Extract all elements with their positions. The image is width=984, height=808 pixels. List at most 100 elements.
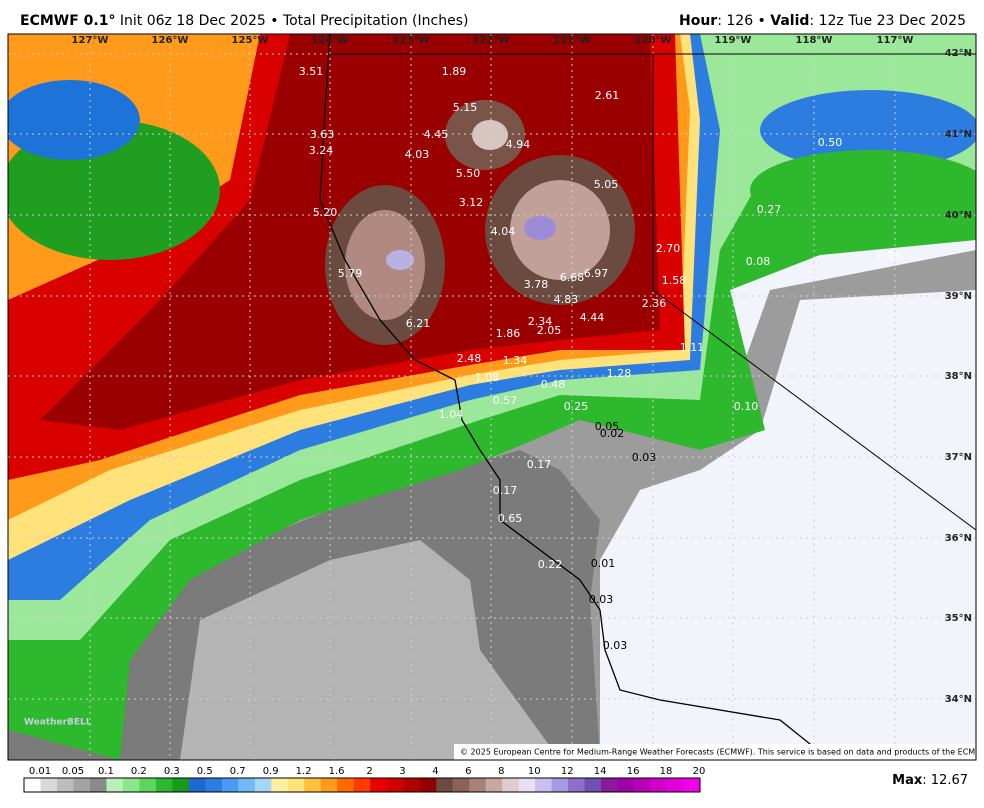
point-value: 2.05 [537, 324, 562, 337]
point-value: 0.17 [493, 484, 518, 497]
colorbar-label: 10 [528, 766, 541, 777]
point-value: 0.03 [632, 451, 657, 464]
point-value: 2.36 [642, 297, 667, 310]
point-value: 0.01 [591, 557, 616, 570]
map-frame [7, 33, 977, 761]
lon-label: 124°W [312, 35, 349, 46]
point-value: 4.44 [580, 311, 605, 324]
colorbar-swatch [617, 778, 635, 792]
max: Max: 12.67 [892, 773, 968, 788]
map: © 2025 European Centre for Medium-Range … [8, 34, 976, 760]
colorbar-swatch [155, 778, 173, 792]
colorbar-swatch [502, 778, 520, 792]
point-value: 2.48 [457, 352, 482, 365]
colorbar-swatch [650, 778, 668, 792]
point-value: 2.61 [595, 89, 620, 102]
point-value: 3.78 [524, 278, 549, 291]
lat-label: 34°N [945, 694, 972, 705]
point-value: 1.58 [662, 274, 687, 287]
point-value: 1.86 [496, 327, 521, 340]
point-value: 0.25 [564, 400, 589, 413]
colorbar-swatch [254, 778, 272, 792]
colorbar-swatch [485, 778, 503, 792]
valid-label: Valid [770, 13, 809, 29]
point-value: 1.89 [442, 65, 467, 78]
colorbar-swatch [122, 778, 140, 792]
colorbar-label: 1.6 [329, 766, 345, 777]
colorbar-swatch [188, 778, 206, 792]
point-value: 5.79 [338, 267, 363, 280]
point-value: 3.24 [309, 144, 334, 157]
colorbar-label: 0.7 [230, 766, 246, 777]
lat-label: 42°N [945, 48, 972, 59]
colorbar-label: 20 [693, 766, 706, 777]
point-value: 0.65 [498, 512, 523, 525]
colorbar-label: 4 [432, 766, 438, 777]
colorbar-label: 0.1 [98, 766, 114, 777]
header-left: ECMWF 0.1° Init 06z 18 Dec 2025 • Total … [20, 13, 468, 29]
point-value: 1.34 [503, 354, 528, 367]
point-value: 3.51 [299, 65, 324, 78]
lat-label: 36°N [945, 533, 972, 544]
lat-label: 38°N [945, 371, 972, 382]
lon-label: 117°W [877, 35, 914, 46]
colorbar-swatch [551, 778, 569, 792]
point-value: 4.04 [491, 225, 516, 238]
colorbar-swatch [40, 778, 58, 792]
colorbar-swatch [452, 778, 470, 792]
point-value: 0.05 [595, 420, 620, 433]
logo: WeatherBELL [24, 718, 92, 728]
colorbar-swatch [56, 778, 74, 792]
colorbar-swatch [205, 778, 223, 792]
lat-label: 40°N [945, 210, 972, 221]
lon-label: 119°W [715, 35, 752, 46]
lon-label: 127°W [72, 35, 109, 46]
colorbar-swatch [287, 778, 305, 792]
point-value: 1.04 [439, 408, 464, 421]
lat-label: 37°N [945, 452, 972, 463]
colorbar-swatch [667, 778, 685, 792]
lon-label: 118°W [796, 35, 833, 46]
colorbar-swatch [139, 778, 157, 792]
colorbar-swatch [337, 778, 355, 792]
colorbar-swatch [683, 778, 701, 792]
point-value: 5.20 [313, 206, 338, 219]
lon-label: 120°W [635, 35, 672, 46]
colorbar-label: 0.9 [263, 766, 279, 777]
point-value: 0.22 [538, 558, 563, 571]
colorbar-label: 12 [561, 766, 574, 777]
colorbar-swatch [271, 778, 289, 792]
point-value: 0.27 [757, 203, 782, 216]
point-value: 0.14 [877, 249, 902, 262]
colorbar-label: 8 [498, 766, 504, 777]
colorbar-swatch [535, 778, 553, 792]
colorbar-label: 16 [627, 766, 640, 777]
point-value: 3.12 [459, 196, 484, 209]
header-right: Hour: 126 • Valid: 12z Tue 23 Dec 2025 [679, 13, 966, 29]
colorbar-swatch [89, 778, 107, 792]
colorbar-swatch [370, 778, 388, 792]
colorbar-swatch [601, 778, 619, 792]
colorbar-swatch [568, 778, 586, 792]
point-value: 0.17 [527, 458, 552, 471]
point-value: 6.97 [584, 267, 609, 280]
lat-label: 39°N [945, 291, 972, 302]
colorbar-swatch [584, 778, 602, 792]
lat-label: 41°N [945, 129, 972, 140]
point-value: 6.68 [560, 271, 585, 284]
colorbar-label: 0.05 [62, 766, 84, 777]
colorbar-label: 0.3 [164, 766, 180, 777]
colorbar-swatch [320, 778, 338, 792]
colorbar-swatch [304, 778, 322, 792]
point-value: 2.70 [656, 242, 681, 255]
point-value: 3.63 [310, 128, 335, 141]
point-value: 5.05 [594, 178, 619, 191]
lon-label: 125°W [232, 35, 269, 46]
colorbar-frame [23, 777, 701, 793]
point-value: 5.50 [456, 167, 481, 180]
hour-label: Hour [679, 13, 717, 29]
colorbar-swatch [106, 778, 124, 792]
max-value: : 12.67 [922, 773, 968, 788]
colorbar-swatch [518, 778, 536, 792]
